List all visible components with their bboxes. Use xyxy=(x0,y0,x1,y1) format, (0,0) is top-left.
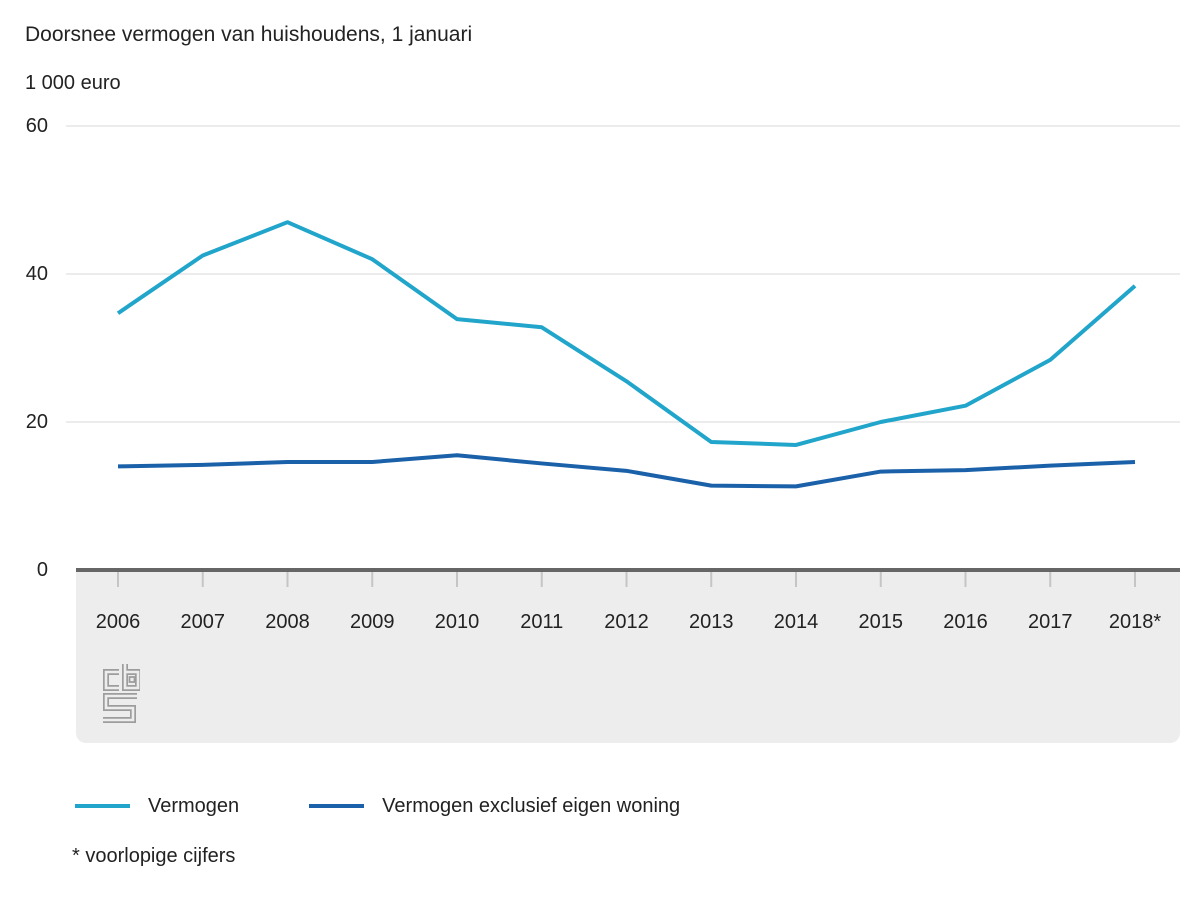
x-tick-label: 2017 xyxy=(1028,611,1073,633)
x-tick-label: 2013 xyxy=(689,611,734,633)
x-tick-label: 2011 xyxy=(520,611,564,633)
chart-unit-label: 1 000 euro xyxy=(25,72,121,94)
series-line-vermogen-exclusief-eigen-woning xyxy=(117,453,1136,489)
y-tick-label: 0 xyxy=(36,559,48,581)
series-line-vermogen xyxy=(116,220,1137,447)
x-tick-label: 2006 xyxy=(95,611,141,633)
legend-swatch xyxy=(309,804,365,808)
legend-item: Vermogen exclusief eigen woning xyxy=(309,793,680,819)
chart-legend: Vermogen Vermogen exclusief eigen woning xyxy=(75,793,680,819)
footnote: * voorlopige cijfers xyxy=(72,845,236,867)
x-tick-label: 2012 xyxy=(604,611,649,633)
x-tick-label: 2018* xyxy=(1108,611,1162,633)
y-tick-label: 60 xyxy=(25,115,48,137)
x-tick-label: 2010 xyxy=(434,611,480,633)
legend-swatch xyxy=(75,804,130,808)
y-tick-label: 20 xyxy=(25,411,48,433)
legend-label: Vermogen exclusief eigen woning xyxy=(382,795,681,817)
x-tick-label: 2016 xyxy=(943,611,988,633)
x-tick-label: 2008 xyxy=(265,611,310,633)
legend-item: Vermogen xyxy=(75,793,239,819)
x-tick-label: 2014 xyxy=(773,611,819,633)
plot-area xyxy=(66,125,1180,587)
y-tick-label: 40 xyxy=(25,263,48,285)
legend-label: Vermogen xyxy=(148,795,240,817)
x-axis-panel xyxy=(76,570,1180,743)
x-tick-label: 2007 xyxy=(180,611,226,633)
x-tick-label: 2015 xyxy=(858,611,904,633)
x-tick-label: 2009 xyxy=(350,611,395,633)
cbs-logo-icon xyxy=(103,664,140,723)
chart-title: Doorsnee vermogen van huishoudens, 1 jan… xyxy=(25,23,473,46)
